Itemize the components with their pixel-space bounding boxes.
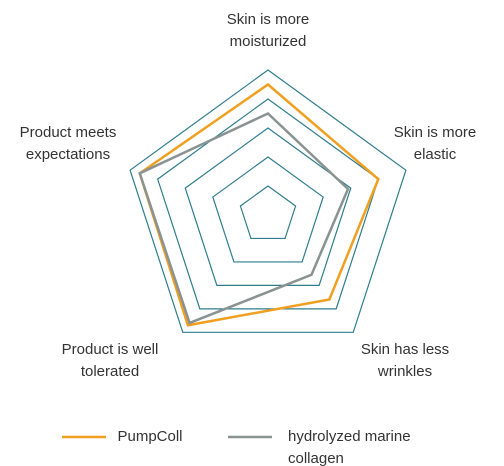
- grid-ring: [129, 69, 407, 333]
- axis-label: Product is well tolerated: [62, 341, 159, 380]
- axis-label: Product meets expectations: [20, 124, 117, 163]
- grid-ring: [156, 98, 380, 310]
- series-line: [138, 112, 350, 325]
- legend-label: hydrolyzed marine collagen: [288, 428, 411, 466]
- legend-label: PumpColl: [117, 428, 182, 445]
- axis-label: Skin is more elastic: [394, 124, 477, 163]
- axis-label: Skin has less wrinkles: [361, 341, 449, 380]
- axis-label: Skin is more moisturized: [227, 11, 310, 50]
- grid-ring: [212, 156, 324, 263]
- series-line: [138, 82, 380, 327]
- grid-ring: [239, 185, 297, 240]
